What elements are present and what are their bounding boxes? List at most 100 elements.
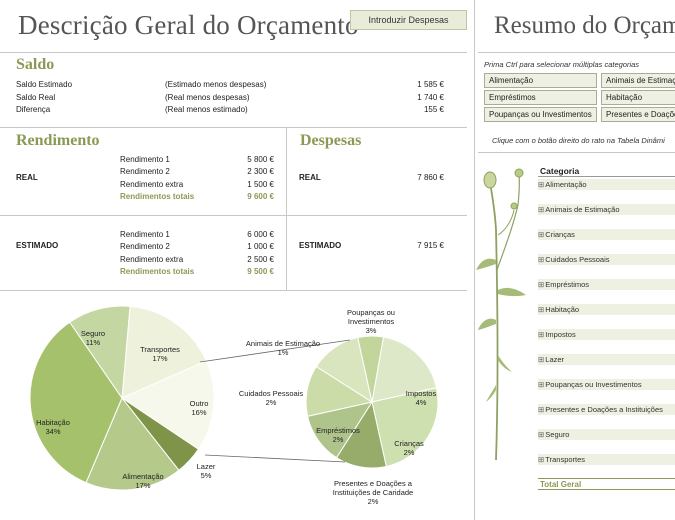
slicer-item[interactable]: Animais de Estimaç (601, 73, 675, 88)
saldo-row-desc: (Estimado menos despesas) (165, 80, 267, 89)
pie-label-lazer: Lazer 5% (196, 462, 216, 480)
pivot-category-row[interactable]: ⊞Presentes e Doações a Instituições (538, 404, 675, 415)
income-item-value: 1 000 € (247, 242, 274, 251)
expand-icon[interactable]: ⊞ (538, 405, 545, 414)
divider (0, 127, 467, 128)
saldo-row-value: 155 € (423, 105, 444, 114)
pivot-category-row[interactable]: ⊞Lazer (538, 354, 675, 365)
pie-label-impostos: Impostos 4% (405, 389, 437, 407)
income-item-value: 2 500 € (247, 255, 274, 264)
category-label: Transportes (545, 455, 586, 464)
divider (478, 52, 675, 53)
income-item-label: Rendimento 1 (120, 155, 170, 164)
divider (478, 152, 675, 153)
slicer-hint: Prima Ctrl para selecionar múltiplas cat… (484, 60, 640, 69)
category-header: Categoria (540, 166, 580, 176)
expenses-pie-chart[interactable] (0, 291, 474, 520)
pie-slice[interactable] (371, 387, 439, 468)
divider (286, 127, 287, 290)
saldo-row-value: 1 585 € (417, 80, 444, 89)
pie-label-presentes: Presentes e Doações a Instituições de Ca… (332, 479, 414, 506)
pie-label-emprestimos: Empréstimos 2% (316, 426, 360, 444)
income-total-value: 9 500 € (247, 267, 274, 276)
pivot-note: Clique com o botão direito do rato na Ta… (492, 136, 665, 145)
pivot-category-row[interactable]: ⊞Animais de Estimação (538, 204, 675, 215)
summary-title: Resumo do Orçam (494, 12, 675, 39)
income-item-value: 6 000 € (247, 230, 274, 239)
expand-icon[interactable]: ⊞ (538, 330, 545, 339)
expand-icon[interactable]: ⊞ (538, 205, 545, 214)
expand-icon[interactable]: ⊞ (538, 355, 545, 364)
income-item-label: Rendimento 2 (120, 167, 170, 176)
divider (0, 215, 467, 216)
expand-icon[interactable]: ⊞ (538, 255, 545, 264)
pie-label-seguro: Seguro 11% (80, 329, 106, 347)
pivot-category-row[interactable]: ⊞Empréstimos (538, 279, 675, 290)
slicer-item[interactable]: Presentes e Doaçõe (601, 107, 675, 122)
pie-slice[interactable] (357, 335, 385, 403)
pivot-category-row[interactable]: ⊞Alimentação (538, 179, 675, 190)
income-item-label: Rendimento extra (120, 180, 184, 189)
expand-icon[interactable]: ⊞ (538, 305, 545, 314)
slicer-item[interactable]: Empréstimos (484, 90, 597, 105)
category-label: Seguro (545, 430, 570, 439)
expand-icon[interactable]: ⊞ (538, 430, 545, 439)
despesas-heading: Despesas (300, 132, 362, 149)
category-label: Presentes e Doações a Instituições (545, 405, 663, 414)
pie-slice[interactable] (121, 305, 207, 399)
saldo-row-label: Saldo Estimado (16, 80, 73, 89)
expand-icon[interactable]: ⊞ (538, 180, 545, 189)
pie-slice[interactable] (371, 336, 438, 403)
income-item-label: Rendimento extra (120, 255, 184, 264)
secondary-pie (305, 335, 439, 469)
saldo-heading: Saldo (16, 56, 55, 73)
pivot-category-row[interactable]: ⊞Poupanças ou Investimentos (538, 379, 675, 390)
income-total-label: Rendimentos totais (120, 192, 195, 201)
slicer-item[interactable]: Alimentação (484, 73, 597, 88)
expand-icon[interactable]: ⊞ (538, 280, 545, 289)
pivot-category-row[interactable]: ⊞Impostos (538, 329, 675, 340)
enter-expenses-button[interactable]: Introduzir Despesas (350, 10, 467, 30)
saldo-row-desc: (Real menos despesas) (165, 93, 250, 102)
page-title: Descrição Geral do Orçamento (18, 10, 359, 40)
income-item-label: Rendimento 2 (120, 242, 170, 251)
pie-slice[interactable] (29, 321, 123, 484)
category-label: Empréstimos (545, 280, 590, 289)
expand-icon[interactable]: ⊞ (538, 455, 545, 464)
pivot-category-row[interactable]: ⊞Seguro (538, 429, 675, 440)
pivot-category-row[interactable]: ⊞Transportes (538, 454, 675, 465)
pie-label-outro: Outro 16% (189, 399, 209, 417)
slicer-item[interactable]: Habitação (601, 90, 675, 105)
saldo-row-label: Diferença (16, 105, 51, 114)
connector-line (204, 454, 346, 463)
category-label: Alimentação (545, 180, 587, 189)
pivot-category-row[interactable]: ⊞Cuidados Pessoais (538, 254, 675, 265)
expand-icon[interactable]: ⊞ (538, 230, 545, 239)
category-label: Animais de Estimação (545, 205, 620, 214)
pie-label-transportes: Transportes 17% (140, 345, 180, 363)
income-item-value: 2 300 € (247, 167, 274, 176)
saldo-row-desc: (Real menos estimado) (165, 105, 248, 114)
pie-slice[interactable] (69, 305, 131, 400)
pie-slice[interactable] (85, 397, 180, 491)
plant-illustration-icon (476, 168, 526, 460)
pie-label-criancas: Crianças 2% (394, 439, 424, 457)
rendimento-estimado-label: ESTIMADO (16, 241, 59, 250)
pie-label-poupancas: Poupanças ou Investimentos 3% (347, 308, 395, 335)
category-label: Cuidados Pessoais (545, 255, 610, 264)
saldo-row-value: 1 740 € (417, 93, 444, 102)
rendimento-real-label: REAL (16, 173, 38, 182)
pivot-category-row[interactable]: ⊞Crianças (538, 229, 675, 240)
despesas-real-label: REAL (299, 173, 321, 182)
rendimento-heading: Rendimento (16, 132, 100, 149)
expand-icon[interactable]: ⊞ (538, 380, 545, 389)
pie-label-habitacao: Habitação 34% (36, 418, 70, 436)
category-label: Impostos (545, 330, 576, 339)
main-pie (29, 305, 215, 491)
pivot-category-row[interactable]: ⊞Habitação (538, 304, 675, 315)
divider (0, 290, 467, 291)
slicer-item[interactable]: Poupanças ou Investimentos (484, 107, 597, 122)
despesas-estimado-label: ESTIMADO (299, 241, 342, 250)
pie-slice[interactable] (120, 360, 215, 450)
income-item-label: Rendimento 1 (120, 230, 170, 239)
